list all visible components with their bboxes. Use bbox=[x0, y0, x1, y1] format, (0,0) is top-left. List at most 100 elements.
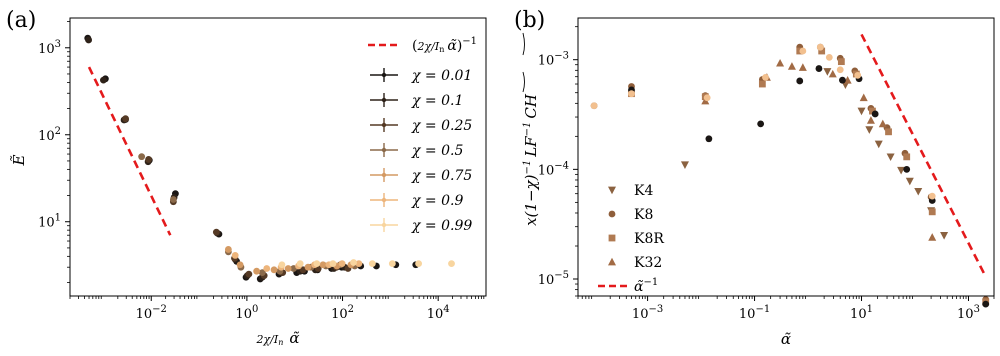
legend-reference-label: α̃−1 bbox=[634, 277, 658, 295]
data-point bbox=[270, 266, 278, 274]
data-point bbox=[224, 246, 232, 253]
data-point bbox=[865, 126, 874, 134]
legend-ref-alpha: α̃ bbox=[634, 279, 644, 295]
y-label-exp1: −1 bbox=[522, 160, 533, 175]
legend-label: K4 bbox=[634, 183, 653, 199]
data-point bbox=[258, 269, 266, 277]
legend-swatch-dot bbox=[381, 147, 387, 153]
x-label-fraction: 2χ/I bbox=[255, 333, 278, 346]
y-tick-label-base: 10 bbox=[38, 216, 55, 231]
y-label-overline-lf bbox=[522, 71, 525, 93]
y-tick-label-base: 10 bbox=[38, 42, 55, 57]
legend-ref-frac: 2χ/I bbox=[416, 40, 439, 53]
data-point bbox=[212, 228, 220, 236]
data-point bbox=[313, 260, 321, 268]
legend-ref-alpha: α̃ bbox=[447, 38, 457, 54]
data-point bbox=[388, 260, 396, 268]
legend: K4 K8 K8R K32 α̃−1 bbox=[598, 183, 664, 295]
legend-label: K8R bbox=[634, 231, 664, 247]
x-tick-label: 10−2 bbox=[136, 304, 167, 322]
x-tick-label-base: 10 bbox=[331, 307, 348, 322]
data-point bbox=[859, 93, 868, 102]
y-label-part-a: x(1−χ) bbox=[522, 174, 540, 226]
data-point bbox=[701, 96, 710, 105]
x-tick-label-base: 10 bbox=[957, 307, 974, 322]
legend-swatch-dot bbox=[381, 197, 387, 203]
data-point bbox=[866, 116, 875, 124]
data-point bbox=[757, 120, 765, 128]
legend-marker bbox=[608, 210, 616, 218]
data-point bbox=[758, 80, 766, 88]
x-label-alpha: α̃ bbox=[289, 329, 299, 347]
y-label-exp2: −1 bbox=[522, 122, 533, 137]
plot-frame bbox=[577, 17, 995, 297]
y-tick-label-exp: 1 bbox=[55, 213, 61, 224]
legend-label: χ = 0.99 bbox=[411, 218, 472, 234]
data-point bbox=[823, 68, 832, 76]
y-tick-label-exp: 2 bbox=[55, 126, 61, 137]
legend-label: χ = 0.1 bbox=[411, 93, 463, 109]
data-point bbox=[350, 259, 357, 266]
x-tick-label: 104 bbox=[427, 304, 450, 322]
data-point bbox=[278, 261, 286, 269]
data-point bbox=[854, 71, 862, 79]
y-tick-label: 103 bbox=[38, 39, 61, 57]
data-point bbox=[886, 153, 895, 162]
x-tick-label-exp: −1 bbox=[755, 304, 770, 315]
data-point bbox=[590, 102, 598, 110]
panel-label: (a) bbox=[6, 8, 36, 33]
legend-label: K8 bbox=[634, 207, 653, 223]
x-axis-label: 2χ/In α̃ bbox=[255, 329, 299, 347]
x-axis-label: α̃ bbox=[781, 330, 791, 348]
data-point bbox=[296, 260, 304, 268]
series--0-01 bbox=[84, 34, 420, 283]
data-point bbox=[338, 260, 346, 268]
data-point bbox=[787, 62, 796, 70]
data-point bbox=[799, 47, 807, 55]
x-tick-label-exp: 3 bbox=[974, 304, 980, 315]
data-point bbox=[818, 47, 826, 55]
data-point bbox=[885, 128, 892, 136]
series--0-99 bbox=[278, 259, 455, 269]
reference-line bbox=[860, 33, 986, 276]
legend-ref-sub: n bbox=[439, 45, 444, 54]
legend-ref-open: ( bbox=[412, 38, 417, 54]
data-point bbox=[897, 166, 906, 175]
data-point bbox=[628, 90, 635, 98]
legend-swatch-dot bbox=[381, 222, 387, 228]
data-point bbox=[100, 76, 107, 84]
x-tick-label: 10−3 bbox=[632, 304, 663, 322]
panel-b: 10−3 10−1 101 10310−510−410−3(b)α̃x(1−χ)−1L… bbox=[514, 8, 995, 348]
y-tick-label-base: 10 bbox=[38, 129, 55, 144]
y-tick-label-base: 10 bbox=[538, 273, 555, 288]
data-point bbox=[928, 233, 937, 241]
x-tick-label: 101 bbox=[850, 304, 873, 322]
data-point bbox=[815, 65, 823, 72]
legend: (2χ/In α̃)−1 χ = 0.01 χ = 0.1 χ = 0.25 χ = 0.… bbox=[368, 36, 477, 234]
data-point bbox=[231, 252, 239, 259]
series--0-1 bbox=[85, 36, 348, 281]
data-point bbox=[253, 267, 261, 275]
data-point bbox=[928, 208, 936, 216]
series-K4 bbox=[680, 68, 949, 240]
data-point bbox=[837, 58, 845, 66]
data-point bbox=[705, 135, 713, 143]
x-tick-label: 100 bbox=[235, 304, 258, 322]
data-point bbox=[905, 177, 914, 186]
y-tick-label-exp: −3 bbox=[554, 51, 569, 62]
data-point bbox=[368, 260, 376, 268]
legend-swatch-dot bbox=[381, 172, 387, 178]
x-tick-label: 102 bbox=[331, 304, 354, 322]
legend-ref-exp: −1 bbox=[462, 36, 477, 47]
x-tick-label-base: 10 bbox=[632, 307, 649, 322]
data-point bbox=[703, 94, 711, 102]
legend-label: K32 bbox=[634, 255, 662, 271]
panel-label: (b) bbox=[514, 8, 545, 33]
data-point bbox=[839, 76, 846, 84]
legend-ref-close: ) bbox=[457, 38, 462, 54]
data-point bbox=[796, 77, 804, 85]
data-point bbox=[903, 165, 911, 173]
legend-swatch-dot bbox=[381, 72, 387, 78]
data-point bbox=[236, 261, 244, 269]
x-tick-label-base: 10 bbox=[136, 307, 153, 322]
